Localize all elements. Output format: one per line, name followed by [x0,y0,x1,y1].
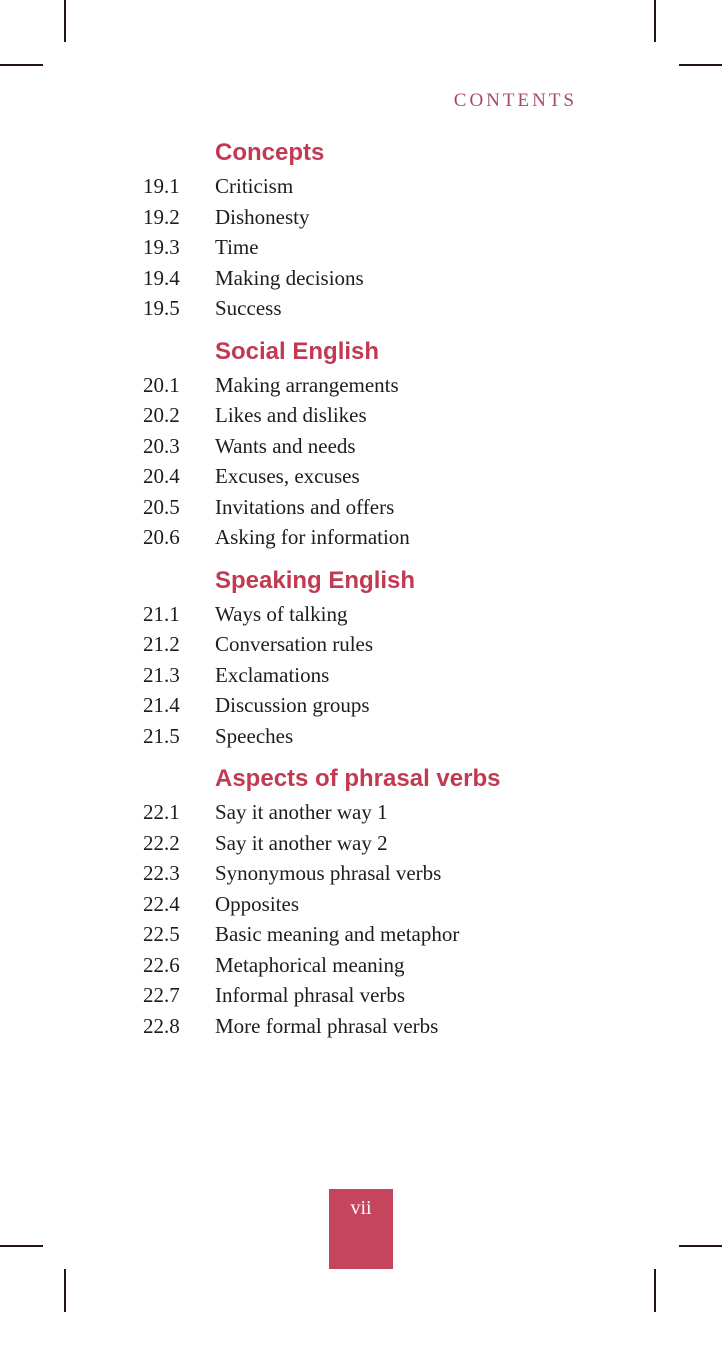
toc-section-social-english: Social English 20.1 Making arrangements … [143,334,593,553]
unit-title: Invitations and offers [215,494,395,519]
unit-title: Success [215,296,282,320]
crop-mark-top-left-horizontal [0,64,43,66]
unit-title: Say it another way 2 [215,830,388,855]
toc-row: 21.5 Speeches [143,721,593,752]
unit-title: Informal phrasal verbs [215,983,406,1007]
unit-number: 20.5 [143,494,180,519]
toc-row: 22.6 Metaphorical meaning [143,950,593,981]
toc-row: 20.2 Likes and dislikes [143,400,593,431]
page-number-badge: vii [329,1189,393,1269]
unit-number: 19.4 [143,265,180,290]
unit-title: Dishonesty [215,204,310,229]
unit-title: Metaphorical meaning [215,952,405,977]
unit-number: 22.6 [143,952,180,977]
crop-mark-bottom-left-horizontal [0,1245,43,1247]
unit-number: 21.4 [143,693,180,717]
toc-row: 19.3 Time [143,232,593,263]
unit-title: Exclamations [215,662,330,687]
unit-number: 22.4 [143,891,180,916]
running-head-contents: CONTENTS [453,90,577,111]
unit-title: More formal phrasal verbs [215,1013,439,1038]
unit-title: Time [215,235,259,259]
toc-row: 20.4 Excuses, excuses [143,461,593,492]
toc-row: 22.2 Say it another way 2 [143,828,593,859]
unit-title: Making arrangements [215,372,399,397]
unit-number: 21.2 [143,632,180,656]
unit-title: Synonymous phrasal verbs [215,861,442,885]
toc-row: 22.8 More formal phrasal verbs [143,1011,593,1042]
toc-row: 21.1 Ways of talking [143,599,593,630]
toc-row: 22.5 Basic meaning and metaphor [143,919,593,950]
crop-mark-bottom-left-vertical [64,1269,66,1312]
unit-title: Ways of talking [215,601,348,626]
unit-title: Conversation rules [215,632,374,656]
crop-mark-bottom-right-vertical [654,1269,656,1312]
unit-title: Opposites [215,891,299,916]
unit-title: Say it another way 1 [215,800,388,824]
unit-number: 22.1 [143,800,180,824]
unit-number: 20.2 [143,403,180,427]
page-number: vii [350,1197,372,1219]
unit-title: Discussion groups [215,693,370,717]
toc-row: 20.5 Invitations and offers [143,492,593,523]
table-of-contents: Concepts 19.1 Criticism 19.2 Dishonesty … [143,135,593,1041]
crop-mark-top-left-vertical [64,0,66,42]
crop-mark-top-right-vertical [654,0,656,42]
toc-row: 20.1 Making arrangements [143,370,593,401]
toc-row: 19.1 Criticism [143,171,593,202]
unit-number: 22.8 [143,1013,180,1038]
toc-section-speaking-english: Speaking English 21.1 Ways of talking 21… [143,563,593,752]
unit-number: 19.3 [143,235,180,259]
toc-row: 20.3 Wants and needs [143,431,593,462]
toc-row: 22.7 Informal phrasal verbs [143,980,593,1011]
crop-mark-top-right-horizontal [679,64,722,66]
toc-row: 22.4 Opposites [143,889,593,920]
unit-number: 22.2 [143,830,180,855]
unit-number: 22.5 [143,922,180,946]
toc-row: 22.3 Synonymous phrasal verbs [143,858,593,889]
section-heading: Concepts [215,139,325,166]
unit-title: Excuses, excuses [215,464,360,488]
unit-number: 20.3 [143,433,180,458]
unit-title: Likes and dislikes [215,403,367,427]
crop-mark-bottom-right-horizontal [679,1245,722,1247]
toc-row: 21.4 Discussion groups [143,690,593,721]
unit-number: 21.5 [143,723,180,748]
toc-row: 19.5 Success [143,293,593,324]
unit-title: Criticism [215,174,294,198]
unit-number: 21.3 [143,662,180,687]
section-heading: Aspects of phrasal verbs [215,765,501,792]
unit-title: Making decisions [215,265,364,290]
unit-number: 22.7 [143,983,180,1007]
toc-row: 19.4 Making decisions [143,263,593,294]
unit-number: 19.1 [143,174,180,198]
unit-title: Basic meaning and metaphor [215,922,460,946]
section-heading: Social English [215,337,380,365]
toc-section-concepts: Concepts 19.1 Criticism 19.2 Dishonesty … [143,135,593,324]
unit-number: 22.3 [143,861,180,885]
unit-title: Wants and needs [215,433,356,458]
unit-number: 20.1 [143,372,180,397]
toc-row: 20.6 Asking for information [143,522,593,553]
unit-title: Speeches [215,723,294,748]
unit-number: 20.6 [143,525,180,549]
section-heading: Speaking English [215,566,416,594]
toc-row: 21.3 Exclamations [143,660,593,691]
toc-section-aspects-of-phrasal-verbs: Aspects of phrasal verbs 22.1 Say it ano… [143,761,593,1041]
unit-number: 19.5 [143,296,180,320]
unit-number: 20.4 [143,464,180,488]
toc-row: 22.1 Say it another way 1 [143,797,593,828]
toc-row: 21.2 Conversation rules [143,629,593,660]
unit-number: 21.1 [143,601,180,626]
toc-row: 19.2 Dishonesty [143,202,593,233]
unit-title: Asking for information [215,525,410,549]
unit-number: 19.2 [143,204,180,229]
